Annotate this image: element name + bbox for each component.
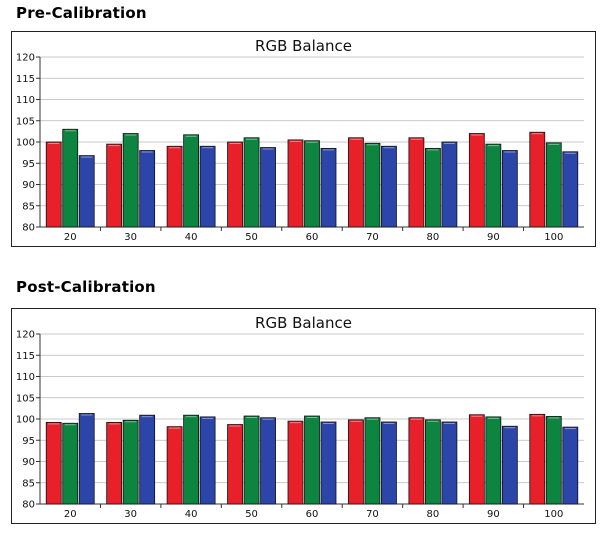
- bar-green-100: [545, 142, 562, 228]
- bar-red-40: [166, 426, 183, 505]
- bar-red-90: [468, 133, 485, 228]
- x-tick-label: 100: [544, 232, 563, 243]
- bar-green-60: [304, 415, 320, 505]
- bar-red-70: [348, 419, 364, 505]
- x-tick-label: 60: [306, 232, 319, 243]
- pre-calibration-heading: Pre-Calibration: [16, 4, 147, 22]
- bar-red-50: [227, 424, 243, 505]
- bar-green-100: [545, 416, 562, 505]
- bar-blue-90: [501, 150, 518, 228]
- x-tick-label: 90: [487, 232, 500, 243]
- chart-title: RGB Balance: [255, 37, 352, 55]
- y-tick-label: 120: [16, 53, 35, 64]
- bar-blue-70: [381, 145, 397, 228]
- bar-green-30: [122, 419, 139, 505]
- y-tick-label: 100: [16, 138, 35, 149]
- bar-blue-90: [501, 425, 518, 505]
- bar-green-40: [183, 134, 200, 228]
- bar-red-50: [227, 141, 243, 228]
- x-tick-label: 60: [306, 509, 319, 520]
- y-tick-label: 115: [16, 74, 35, 85]
- bar-green-60: [304, 140, 320, 228]
- bar-green-70: [364, 417, 381, 505]
- pre-calibration-chart-panel: RGB Balance 80 85 90 95 100 105 110 115 120 20 30 40…: [11, 31, 596, 247]
- bar-blue-50: [260, 147, 276, 228]
- x-tick-label: 40: [185, 509, 198, 520]
- y-tick-label: 100: [16, 415, 35, 426]
- bar-blue-100: [562, 426, 579, 505]
- bar-red-20: [45, 422, 62, 505]
- x-tick-label: 80: [427, 509, 440, 520]
- bar-blue-100: [562, 151, 579, 228]
- bar-blue-50: [260, 417, 276, 505]
- bar-red-90: [468, 414, 485, 505]
- x-tick-label: 100: [544, 509, 563, 520]
- bar-green-40: [183, 414, 200, 505]
- y-tick-label: 90: [22, 180, 35, 191]
- bar-red-30: [106, 422, 123, 505]
- bar-red-20: [45, 141, 62, 228]
- bar-blue-70: [381, 421, 397, 505]
- bar-green-80: [424, 419, 441, 505]
- x-tick-label: 70: [366, 232, 379, 243]
- bar-green-20: [62, 422, 79, 505]
- pre-calibration-chart: RGB Balance 80 85 90 95 100 105 110 115 120 20 30 40…: [16, 37, 584, 243]
- x-tick-label: 80: [427, 232, 440, 243]
- bar-green-70: [364, 142, 381, 228]
- bar-red-30: [106, 143, 123, 228]
- x-tick-label: 30: [124, 509, 137, 520]
- chart-title: RGB Balance: [255, 314, 352, 332]
- post-calibration-chart: RGB Balance 80 85 90 95 100 105 110 115 120 20 30 40…: [16, 314, 584, 520]
- bar-red-60: [287, 139, 304, 228]
- y-tick-label: 80: [22, 223, 35, 234]
- x-tick-label: 90: [487, 509, 500, 520]
- bar-red-100: [529, 413, 546, 505]
- bar-green-50: [243, 415, 260, 505]
- bar-red-60: [287, 420, 304, 505]
- y-tick-label: 95: [22, 436, 35, 447]
- bar-green-50: [243, 137, 260, 228]
- bar-green-90: [485, 416, 502, 505]
- bar-red-80: [408, 417, 425, 505]
- y-tick-label: 85: [22, 201, 35, 212]
- x-tick-label: 30: [124, 232, 137, 243]
- y-tick-label: 110: [16, 95, 35, 106]
- x-tick-label: 70: [366, 509, 379, 520]
- bar-blue-60: [320, 421, 337, 505]
- bar-green-20: [62, 128, 79, 228]
- bar-green-30: [122, 133, 139, 228]
- y-tick-label: 80: [22, 500, 35, 511]
- post-calibration-chart-panel: RGB Balance 80 85 90 95 100 105 110 115 120 20 30 40…: [11, 308, 596, 524]
- y-tick-label: 115: [16, 351, 35, 362]
- x-tick-label: 40: [185, 232, 198, 243]
- x-tick-label: 20: [64, 232, 77, 243]
- bar-red-100: [529, 131, 546, 228]
- bar-blue-20: [78, 155, 95, 228]
- bar-blue-30: [139, 150, 156, 228]
- bar-blue-20: [78, 413, 95, 505]
- x-tick-label: 20: [64, 509, 77, 520]
- bar-red-40: [166, 145, 183, 228]
- y-tick-label: 90: [22, 457, 35, 468]
- bar-red-80: [408, 137, 425, 228]
- post-calibration-heading: Post-Calibration: [16, 278, 156, 296]
- y-tick-label: 120: [16, 330, 35, 341]
- bar-blue-80: [441, 421, 458, 505]
- y-tick-label: 85: [22, 478, 35, 489]
- bar-blue-40: [199, 416, 216, 505]
- bar-blue-40: [199, 145, 216, 228]
- bar-blue-80: [441, 141, 458, 228]
- y-tick-label: 105: [16, 393, 35, 404]
- y-tick-label: 95: [22, 159, 35, 170]
- x-tick-label: 50: [245, 509, 258, 520]
- x-tick-label: 50: [245, 232, 258, 243]
- y-tick-label: 110: [16, 372, 35, 383]
- bar-blue-30: [139, 414, 156, 505]
- bar-green-80: [424, 147, 441, 228]
- bar-red-70: [348, 137, 364, 228]
- bar-green-90: [485, 143, 502, 228]
- y-tick-label: 105: [16, 116, 35, 127]
- bar-blue-60: [320, 147, 337, 228]
